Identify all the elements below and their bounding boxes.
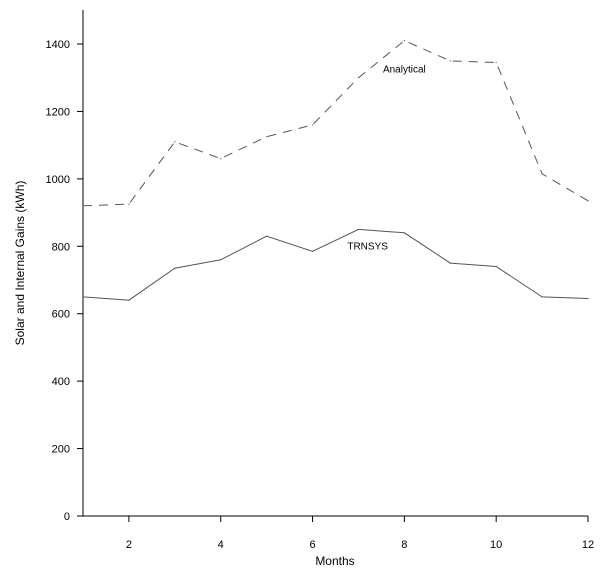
x-tick-label: 8	[401, 539, 407, 551]
y-tick-label: 400	[52, 376, 70, 388]
data-point-trnsys	[587, 297, 589, 300]
axes	[82, 10, 588, 517]
data-point-analytical	[220, 158, 222, 160]
y-axis-title: Solar and Internal Gains (kWh)	[13, 181, 27, 346]
x-tick-label: 12	[582, 539, 594, 551]
data-point-analytical	[266, 136, 268, 138]
data-point-analytical	[495, 61, 497, 64]
data-point-analytical	[174, 141, 176, 143]
data-point-analytical	[128, 203, 130, 205]
data-point-analytical	[357, 77, 360, 79]
data-point-trnsys	[311, 250, 314, 252]
data-point-analytical	[541, 173, 543, 175]
data-point-analytical	[449, 60, 451, 62]
data-point-trnsys	[357, 228, 360, 231]
x-tick-label: 2	[126, 539, 132, 551]
data-point-trnsys	[220, 259, 222, 261]
x-tick-label: 4	[218, 539, 224, 551]
y-tick-label: 1400	[46, 39, 70, 51]
data-point-trnsys	[82, 296, 84, 298]
y-tick-label: 200	[52, 444, 70, 456]
data-point-trnsys	[541, 296, 543, 298]
data-point-trnsys	[266, 235, 268, 237]
y-ticks: 0 200 400 600 800 1000 1200 1400	[46, 39, 83, 523]
data-point-analytical	[403, 40, 405, 42]
y-tick-label: 1200	[46, 106, 70, 118]
series-label-trnsys: TRNSYS	[347, 242, 388, 253]
data-point-analytical	[82, 205, 84, 207]
data-point-trnsys	[403, 232, 405, 234]
data-point-trnsys	[449, 262, 451, 264]
x-ticks: 2 4 6 8 10 12	[126, 516, 594, 551]
data-point-analytical	[311, 124, 314, 126]
series-label-analytical: Analytical	[383, 65, 426, 76]
x-axis-title: Months	[315, 554, 354, 568]
x-tick-label: 10	[490, 539, 502, 551]
data-point-trnsys	[174, 267, 176, 269]
series-line-trnsys	[82, 228, 589, 301]
data-point-analytical	[587, 200, 589, 202]
y-tick-label: 800	[52, 241, 70, 253]
y-tick-label: 1000	[46, 174, 70, 186]
y-tick-label: 0	[64, 511, 70, 523]
series-layer: Analytical TRNSYS	[82, 40, 589, 301]
data-point-trnsys	[128, 299, 130, 301]
y-tick-label: 600	[52, 309, 70, 321]
x-tick-label: 6	[309, 539, 315, 551]
series-line-analytical	[82, 40, 589, 207]
data-point-trnsys	[495, 265, 497, 268]
